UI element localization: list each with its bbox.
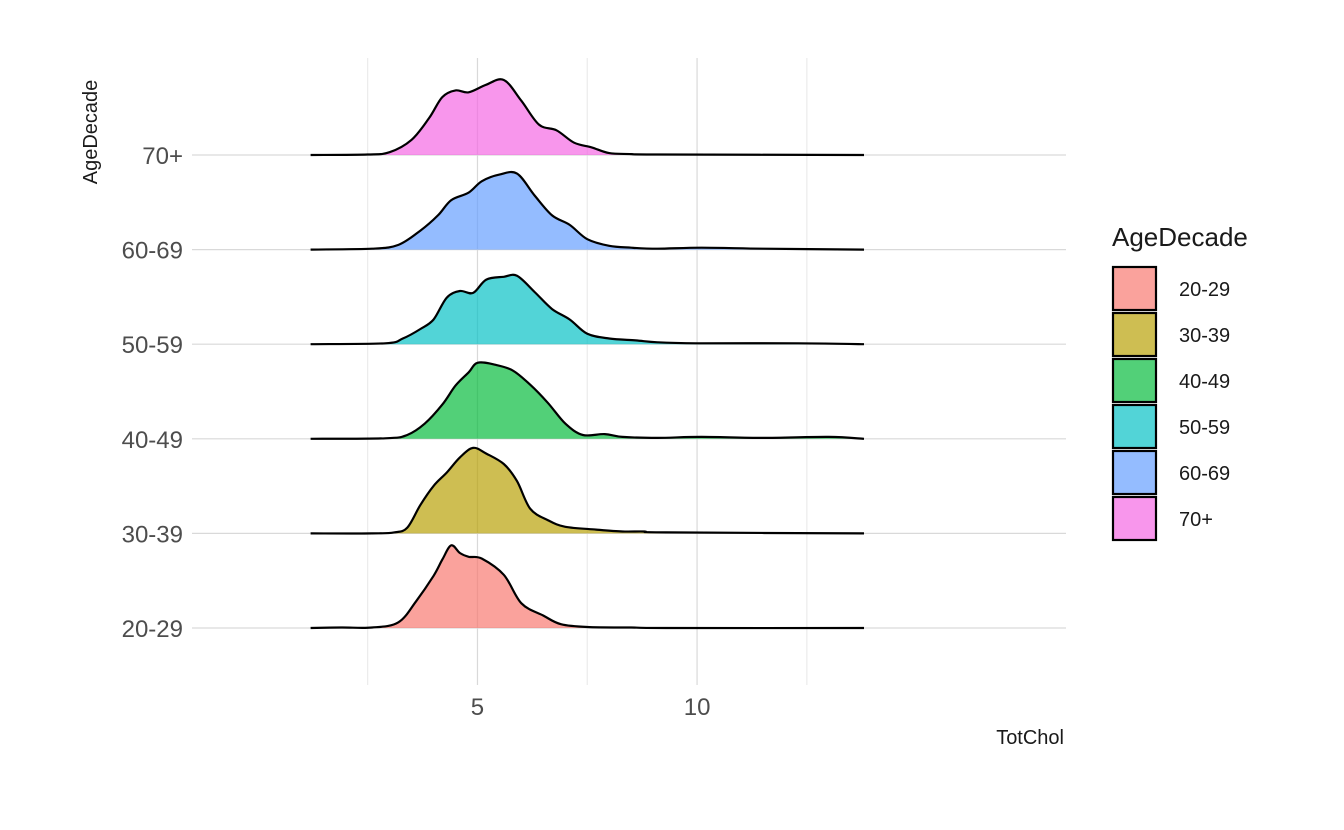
x-axis-title: TotChol <box>996 727 1064 749</box>
legend-key-20-29 <box>1111 265 1158 312</box>
x-tick-labels: 5 10 <box>471 694 711 721</box>
ridge-outline-40-49 <box>310 361 865 440</box>
y-tick-label: 50-59 <box>122 332 183 359</box>
x-tick-label: 10 <box>684 694 711 721</box>
ridge-outline-60-69 <box>310 170 865 251</box>
legend-label: 70+ <box>1179 509 1213 531</box>
ridge-outline-20-29 <box>310 544 865 630</box>
ridge-fill-20-29 <box>310 545 865 629</box>
legend-title: AgeDecade <box>1112 222 1248 252</box>
y-tick-label: 40-49 <box>122 427 183 454</box>
y-tick-label: 30-39 <box>122 521 183 548</box>
legend-label: 40-49 <box>1179 371 1230 393</box>
y-tick-label: 70+ <box>142 143 183 170</box>
legend-label: 20-29 <box>1179 279 1230 301</box>
legend-label: 50-59 <box>1179 417 1230 439</box>
ridge-fill-50-59 <box>310 274 865 345</box>
ridge-outline-50-59 <box>310 273 865 346</box>
x-tick-label: 5 <box>471 694 484 721</box>
legend-key-60-69 <box>1111 449 1158 496</box>
legend-label: 60-69 <box>1179 463 1230 485</box>
y-tick-label: 20-29 <box>122 616 183 643</box>
y-axis-title: AgeDecade <box>80 80 102 185</box>
grid-lines <box>192 58 1066 685</box>
legend-key-70+ <box>1111 495 1158 542</box>
ridge-fill-70+ <box>310 79 865 155</box>
ridge-outline-70+ <box>310 78 865 157</box>
legend: AgeDecade 20-29 30-39 40-49 50-59 60-69 70+ <box>1111 222 1248 542</box>
ridge-outline-30-39 <box>310 446 865 535</box>
density-ridges <box>310 78 865 630</box>
y-tick-label: 60-69 <box>122 238 183 265</box>
legend-key-50-59 <box>1111 403 1158 450</box>
legend-key-30-39 <box>1111 311 1158 358</box>
ridge-fill-60-69 <box>310 172 865 250</box>
ridge-fill-30-39 <box>310 447 865 534</box>
ridge-fill-40-49 <box>310 362 865 439</box>
legend-key-40-49 <box>1111 357 1158 404</box>
y-tick-labels: 20-29 30-39 40-49 50-59 60-69 70+ <box>122 143 183 643</box>
legend-label: 30-39 <box>1179 325 1230 347</box>
